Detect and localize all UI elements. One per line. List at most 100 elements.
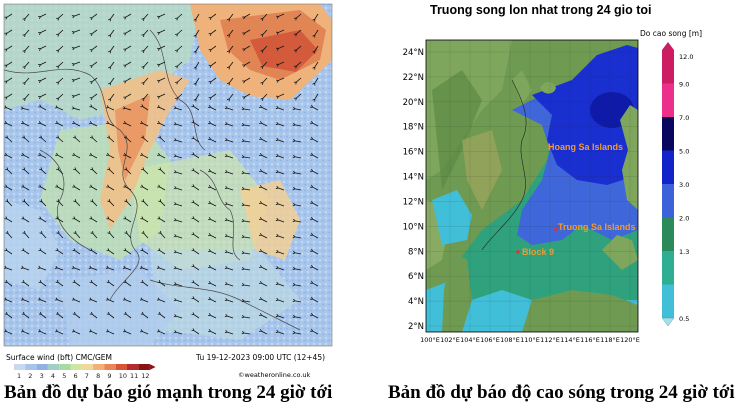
- wind-arrow: [22, 231, 30, 239]
- wind-arrow: [292, 202, 302, 207]
- wind-arrow: [275, 169, 285, 175]
- wind-arrow: [241, 123, 251, 127]
- wind-arrow: [4, 121, 13, 127]
- wind-arrow: [275, 137, 285, 143]
- wind-arrow: [54, 329, 64, 335]
- island-label-hoang-sa: Hoang Sa Islands: [548, 142, 623, 152]
- wind-arrow: [275, 233, 285, 239]
- wind-arrow: [39, 135, 47, 143]
- wind-arrow: [193, 45, 200, 54]
- wind-arrow: [191, 264, 200, 271]
- wind-arrow: [259, 200, 268, 207]
- wind-arrow: [21, 121, 30, 127]
- wind-arrow: [310, 280, 319, 287]
- longitude-label: 110°E: [520, 336, 540, 344]
- wind-arrow: [241, 235, 251, 239]
- wind-arrow: [56, 77, 64, 85]
- wind-arrow: [191, 200, 200, 207]
- wind-arrow: [5, 135, 13, 143]
- wind-arrow: [55, 121, 64, 127]
- wind-arrow: [175, 93, 183, 101]
- wind-arrow: [38, 216, 47, 223]
- wind-arrow: [208, 185, 217, 191]
- wind-arrow: [140, 184, 149, 191]
- wind-arrow: [293, 77, 302, 85]
- wind-arrow: [292, 106, 302, 111]
- wind-scale-swatch: [14, 364, 26, 370]
- wind-arrow: [106, 280, 115, 287]
- wind-arrow: [89, 184, 98, 191]
- wind-arrow: [89, 121, 98, 127]
- wind-arrow: [37, 265, 47, 271]
- wind-arrow: [89, 93, 98, 101]
- longitude-ticks: 100°E 102°E 104°E 106°E 108°E 110°E 112°E 114°E…: [420, 336, 640, 344]
- wind-arrow: [310, 200, 319, 207]
- wind-arrow: [208, 329, 217, 335]
- wind-arrow: [56, 29, 64, 37]
- wind-arrow: [275, 93, 285, 99]
- wave-legend-tick: 0.5: [679, 315, 689, 323]
- wind-arrow: [242, 93, 251, 100]
- wind-arrow: [259, 248, 268, 255]
- wind-arrow: [226, 29, 234, 38]
- wind-arrow: [224, 153, 234, 159]
- wind-arrow: [275, 45, 285, 51]
- wind-arrow: [312, 61, 319, 70]
- wind-arrow: [292, 250, 302, 255]
- longitude-label: 112°E: [540, 336, 560, 344]
- wind-arrow: [140, 216, 149, 223]
- wind-arrow: [260, 61, 268, 69]
- wind-arrow: [4, 216, 13, 223]
- wind-arrow: [141, 45, 149, 53]
- wind-arrow: [55, 311, 64, 319]
- wind-arrow: [208, 45, 217, 52]
- wind-arrow: [22, 45, 30, 54]
- wind-arrow: [158, 135, 166, 143]
- wind-arrow: [259, 328, 268, 335]
- wind-scale-label: 4: [51, 372, 55, 380]
- wind-arrow: [123, 248, 132, 255]
- wind-arrow: [54, 265, 64, 271]
- wind-arrow: [21, 248, 30, 255]
- wind-arrow: [55, 248, 64, 255]
- wave-legend-title: Do cao song [m]: [640, 29, 702, 38]
- wind-arrow: [275, 281, 285, 287]
- wind-arrow: [292, 218, 302, 223]
- wave-legend-tick: 5.0: [679, 148, 689, 156]
- wind-scale-swatch: [104, 364, 116, 370]
- wind-arrow: [259, 120, 268, 127]
- wind-arrow: [39, 167, 47, 175]
- wind-arrow: [208, 13, 217, 20]
- wind-arrow: [4, 152, 13, 159]
- wind-arrow: [259, 216, 268, 223]
- wind-arrow: [37, 329, 47, 335]
- wind-arrow: [38, 45, 47, 51]
- wind-arrow: [157, 105, 166, 111]
- wind-arrow: [193, 13, 200, 22]
- wind-arrow: [89, 29, 98, 37]
- wind-arrow: [259, 168, 268, 175]
- latitude-label: 22°N: [403, 73, 424, 83]
- wind-arrow: [38, 13, 47, 19]
- wind-arrow: [141, 61, 149, 69]
- wind-arrow: [4, 265, 13, 271]
- wind-arrow: [292, 314, 302, 319]
- wind-arrow: [123, 280, 132, 287]
- wind-arrow: [293, 93, 302, 101]
- wind-scale-label: 2: [28, 372, 32, 380]
- wind-arrow: [312, 77, 319, 86]
- wind-arrow: [224, 185, 234, 191]
- wind-arrow: [89, 152, 98, 159]
- longitude-label: 106°E: [480, 336, 500, 344]
- wind-arrow: [260, 29, 268, 37]
- wind-arrow: [293, 61, 302, 69]
- wind-arrow: [275, 201, 285, 207]
- wave-legend-swatch: [662, 184, 674, 218]
- latitude-label: 4°N: [408, 297, 424, 307]
- wind-arrow: [107, 231, 115, 239]
- wind-arrow: [105, 329, 115, 335]
- wind-arrow: [55, 152, 64, 159]
- wind-arrow: [20, 265, 30, 271]
- wind-arrow: [90, 231, 98, 239]
- wind-arrow: [38, 61, 47, 67]
